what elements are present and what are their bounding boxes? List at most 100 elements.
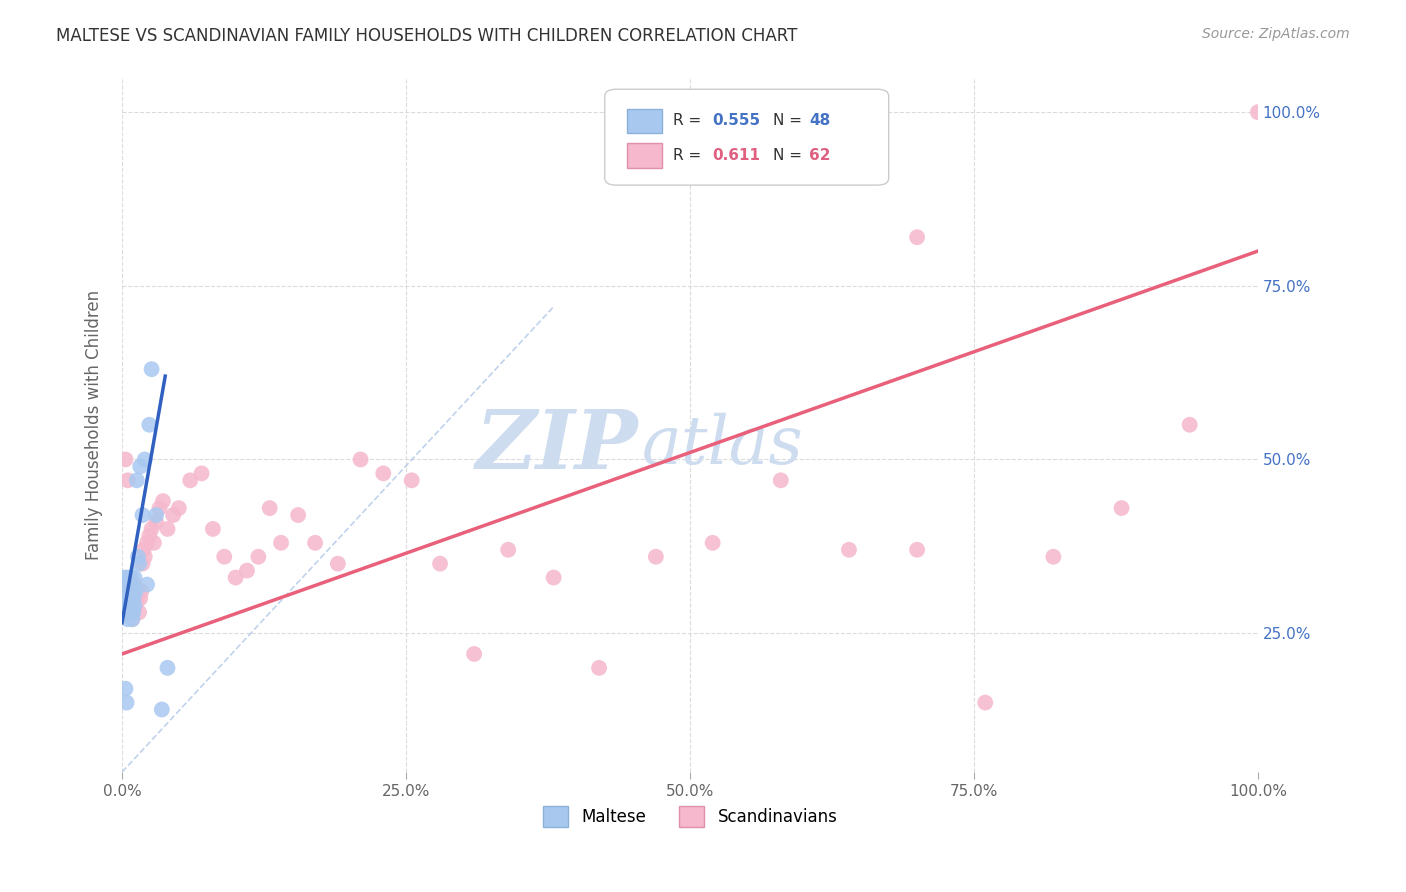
Point bbox=[304, 536, 326, 550]
Point bbox=[1111, 501, 1133, 516]
Point bbox=[905, 230, 928, 244]
Text: 48: 48 bbox=[810, 113, 831, 128]
Point bbox=[118, 591, 141, 606]
Point bbox=[125, 473, 148, 487]
Point bbox=[134, 549, 156, 564]
Point bbox=[138, 417, 160, 432]
Point bbox=[120, 599, 142, 613]
Point bbox=[162, 508, 184, 522]
Point bbox=[214, 549, 236, 564]
Point bbox=[702, 536, 724, 550]
Point bbox=[118, 599, 141, 613]
Point bbox=[112, 591, 135, 606]
Point bbox=[112, 605, 135, 619]
Point bbox=[145, 515, 167, 529]
Point bbox=[118, 599, 141, 613]
Point bbox=[150, 702, 173, 716]
Point bbox=[120, 577, 142, 591]
Point bbox=[115, 584, 138, 599]
Point bbox=[114, 577, 136, 591]
Point bbox=[115, 605, 138, 619]
Point bbox=[129, 459, 152, 474]
Point bbox=[270, 536, 292, 550]
Point bbox=[496, 542, 519, 557]
Point bbox=[644, 549, 666, 564]
Point bbox=[125, 584, 148, 599]
Text: ZIP: ZIP bbox=[477, 406, 638, 485]
Text: Source: ZipAtlas.com: Source: ZipAtlas.com bbox=[1202, 27, 1350, 41]
Point bbox=[236, 564, 259, 578]
Point bbox=[769, 473, 792, 487]
Point bbox=[118, 591, 141, 606]
Point bbox=[114, 681, 136, 696]
Point bbox=[136, 536, 159, 550]
Point bbox=[131, 557, 153, 571]
Point bbox=[118, 584, 141, 599]
Point bbox=[141, 362, 163, 376]
Point bbox=[190, 467, 212, 481]
Point bbox=[117, 599, 139, 613]
Text: 0.555: 0.555 bbox=[713, 113, 761, 128]
Point bbox=[117, 570, 139, 584]
Text: N =: N = bbox=[773, 148, 807, 162]
Point bbox=[115, 591, 138, 606]
Point bbox=[145, 508, 167, 522]
Text: 62: 62 bbox=[810, 148, 831, 162]
Point bbox=[117, 605, 139, 619]
Point bbox=[148, 501, 170, 516]
Point bbox=[114, 584, 136, 599]
Point bbox=[401, 473, 423, 487]
Point bbox=[905, 542, 928, 557]
Point bbox=[429, 557, 451, 571]
Point bbox=[122, 591, 145, 606]
Point bbox=[141, 522, 163, 536]
Point bbox=[128, 557, 150, 571]
Point bbox=[838, 542, 860, 557]
Text: N =: N = bbox=[773, 113, 807, 128]
Text: 0.611: 0.611 bbox=[713, 148, 761, 162]
Point bbox=[125, 591, 148, 606]
Point bbox=[326, 557, 349, 571]
FancyBboxPatch shape bbox=[605, 89, 889, 186]
Point bbox=[138, 529, 160, 543]
Point bbox=[118, 605, 141, 619]
Point bbox=[225, 570, 247, 584]
Point bbox=[588, 661, 610, 675]
Point bbox=[129, 591, 152, 606]
Y-axis label: Family Households with Children: Family Households with Children bbox=[86, 290, 103, 560]
Point bbox=[136, 577, 159, 591]
Point bbox=[152, 494, 174, 508]
Point bbox=[118, 584, 141, 599]
Point bbox=[120, 570, 142, 584]
Point bbox=[974, 696, 997, 710]
Point bbox=[121, 612, 143, 626]
Point bbox=[118, 591, 141, 606]
Text: MALTESE VS SCANDINAVIAN FAMILY HOUSEHOLDS WITH CHILDREN CORRELATION CHART: MALTESE VS SCANDINAVIAN FAMILY HOUSEHOLD… bbox=[56, 27, 797, 45]
Point bbox=[128, 605, 150, 619]
Point bbox=[118, 577, 141, 591]
Point bbox=[114, 599, 136, 613]
FancyBboxPatch shape bbox=[627, 144, 662, 168]
Point bbox=[117, 473, 139, 487]
Point bbox=[117, 612, 139, 626]
Point bbox=[247, 549, 270, 564]
Point bbox=[132, 542, 155, 557]
Point bbox=[122, 591, 145, 606]
Legend: Maltese, Scandinavians: Maltese, Scandinavians bbox=[536, 799, 844, 833]
Text: atlas: atlas bbox=[643, 413, 804, 478]
Point bbox=[142, 536, 165, 550]
FancyBboxPatch shape bbox=[627, 109, 662, 133]
Point bbox=[131, 584, 153, 599]
Point bbox=[131, 508, 153, 522]
Point bbox=[117, 591, 139, 606]
Point bbox=[121, 605, 143, 619]
Point bbox=[124, 570, 146, 584]
Point bbox=[543, 570, 565, 584]
Point bbox=[259, 501, 281, 516]
Point bbox=[156, 661, 179, 675]
Point bbox=[124, 599, 146, 613]
Point bbox=[112, 570, 135, 584]
Point bbox=[121, 612, 143, 626]
Point bbox=[121, 577, 143, 591]
Point bbox=[125, 599, 148, 613]
